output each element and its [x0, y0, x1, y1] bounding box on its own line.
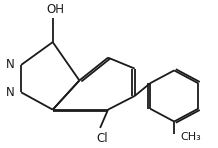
Text: N: N — [6, 86, 15, 99]
Text: OH: OH — [46, 3, 64, 16]
Text: CH₃: CH₃ — [181, 132, 201, 142]
Text: N: N — [6, 58, 15, 71]
Text: Cl: Cl — [96, 132, 108, 145]
